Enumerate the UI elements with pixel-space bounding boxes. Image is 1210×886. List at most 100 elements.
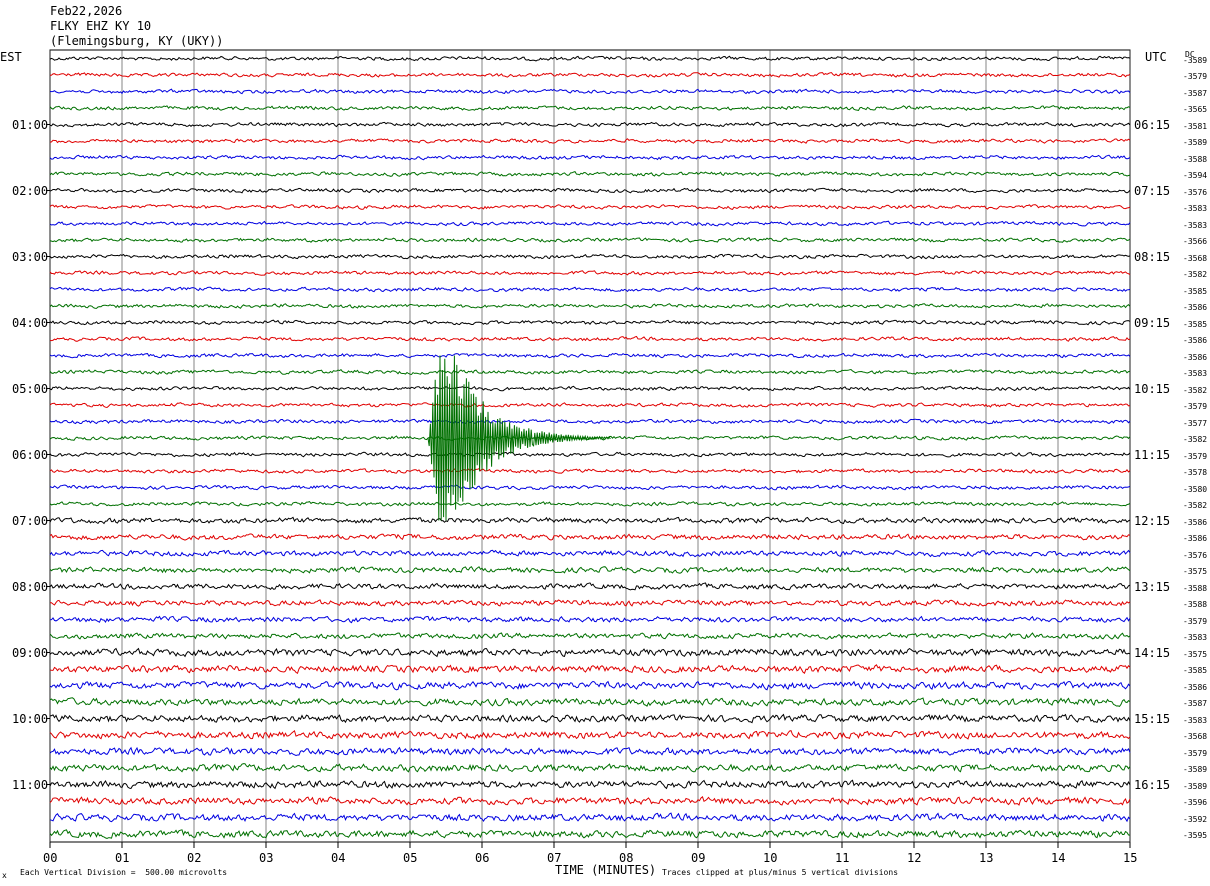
- left-hour-label: 02:00: [12, 183, 49, 198]
- x-tick-label: 13: [979, 851, 994, 865]
- seismic-trace: [49, 105, 1131, 111]
- dc-offset-value: -3566: [1183, 237, 1208, 246]
- dc-offset-value: -3586: [1183, 517, 1208, 527]
- dc-offset-value: -3585: [1183, 319, 1208, 329]
- right-hour-label: 16:15: [1134, 777, 1171, 792]
- left-hour-label: 04:00: [12, 315, 49, 330]
- seismic-trace: [49, 549, 1131, 558]
- seismic-trace: [49, 435, 1131, 441]
- dc-offset-value: -3565: [1183, 105, 1208, 114]
- x-tick-label: 03: [259, 851, 274, 865]
- right-hour-label: 08:15: [1134, 249, 1171, 264]
- dc-offset-value: -3586: [1183, 303, 1208, 312]
- seismic-trace: [49, 187, 1131, 194]
- seismic-trace: [49, 368, 1131, 376]
- seismic-trace: [49, 451, 1131, 458]
- dc-offset-value: -3582: [1183, 270, 1208, 279]
- seismic-trace: [49, 418, 1131, 425]
- seismic-trace: [49, 582, 1131, 591]
- seismic-trace: [49, 812, 1131, 823]
- x-tick-label: 05: [403, 851, 418, 865]
- dc-offset-value: -3568: [1183, 253, 1208, 263]
- dc-offset-header: DC: [1185, 50, 1195, 59]
- dc-offset-value: -3582: [1183, 501, 1208, 510]
- seismic-trace: [49, 138, 1131, 144]
- right-hour-label: 13:15: [1134, 579, 1171, 594]
- station-code: FLKY EHZ KY 10: [50, 19, 152, 33]
- x-tick-label: 09: [691, 851, 706, 865]
- seismic-trace: [49, 204, 1131, 210]
- x-tick-label: 04: [331, 851, 346, 865]
- dc-offset-value: -3576: [1183, 187, 1208, 197]
- dc-offset-value: -3589: [1183, 781, 1208, 791]
- dc-offset-value: -3588: [1183, 154, 1208, 164]
- scale-note: Each Vertical Division = 500.00 microvol…: [20, 868, 228, 877]
- seismic-trace: [49, 713, 1131, 724]
- station-location: (Flemingsburg, KY (UKY)): [50, 34, 224, 48]
- right-hour-label: 07:15: [1134, 183, 1171, 198]
- seismic-trace: [49, 170, 1131, 177]
- dc-offset-value: -3596: [1183, 798, 1208, 807]
- x-tick-label: 07: [547, 851, 562, 865]
- right-hour-label: 10:15: [1134, 381, 1171, 396]
- x-tick-label: 10: [763, 851, 778, 865]
- seismic-trace: [49, 237, 1131, 243]
- x-tick-label: 06: [475, 851, 490, 865]
- dc-offset-value: -3586: [1183, 352, 1208, 362]
- left-hour-label: 05:00: [12, 381, 49, 396]
- dc-offset-value: -3592: [1183, 814, 1208, 824]
- seismic-trace: [49, 484, 1131, 491]
- seismic-trace: [49, 72, 1131, 78]
- seismic-trace: [49, 829, 1131, 840]
- seismic-trace: [49, 647, 1131, 658]
- dc-offset-value: -3581: [1183, 121, 1208, 131]
- left-hour-label: 01:00: [12, 117, 49, 132]
- record-date: Feb22,2026: [50, 4, 123, 18]
- x-axis-title: TIME (MINUTES): [555, 863, 657, 877]
- dc-offset-value: -3586: [1183, 534, 1208, 543]
- dc-offset-value: -3589: [1183, 138, 1208, 147]
- seismic-trace: [49, 533, 1131, 541]
- seismic-trace: [49, 501, 1131, 507]
- dc-offset-value: -3588: [1183, 600, 1208, 609]
- seismic-trace: [49, 253, 1131, 260]
- dc-offset-value: -3585: [1183, 666, 1208, 675]
- x-tick-label: 15: [1123, 851, 1138, 865]
- left-hour-label: 09:00: [12, 645, 49, 660]
- clip-note: Traces clipped at plus/minus 5 vertical …: [662, 868, 899, 877]
- seismic-trace: [49, 352, 1131, 359]
- seismic-trace: [49, 319, 1131, 326]
- seismic-trace: [49, 516, 1131, 525]
- dc-offset-value: -3583: [1183, 220, 1208, 230]
- dc-offset-value: -3586: [1183, 682, 1208, 692]
- dc-offset-value: -3575: [1183, 567, 1208, 576]
- dc-offset-value: -3583: [1183, 204, 1208, 213]
- seismic-trace: [49, 88, 1131, 95]
- dc-offset-value: -3589: [1183, 765, 1208, 774]
- seismic-trace: [49, 303, 1131, 309]
- x-tick-label: 00: [43, 851, 58, 865]
- seismic-trace: [49, 763, 1131, 773]
- dc-offset-value: -3582: [1183, 435, 1208, 444]
- left-hour-label: 06:00: [12, 447, 49, 462]
- seismic-trace: [49, 779, 1131, 790]
- dc-offset-value: -3568: [1183, 732, 1208, 741]
- dc-offset-value: -3587: [1183, 699, 1208, 708]
- dc-offset-value: -3583: [1183, 369, 1208, 378]
- x-tick-label: 01: [115, 851, 130, 865]
- seismic-trace: [49, 220, 1131, 227]
- seismic-trace: [49, 729, 1131, 740]
- seismic-trace: [49, 55, 1131, 62]
- dc-offset-value: -3579: [1183, 616, 1208, 626]
- seismic-trace: [49, 385, 1131, 392]
- seismic-trace: [49, 680, 1131, 691]
- dc-offset-value: -3583: [1183, 715, 1208, 725]
- seismic-trace: [49, 121, 1131, 128]
- seismic-trace: [49, 335, 1131, 342]
- x-tick-label: 14: [1051, 851, 1066, 865]
- seismic-trace: [49, 697, 1131, 707]
- seismic-trace: [49, 154, 1131, 161]
- left-hour-label: 08:00: [12, 579, 49, 594]
- dc-offset-value: -3579: [1183, 451, 1208, 461]
